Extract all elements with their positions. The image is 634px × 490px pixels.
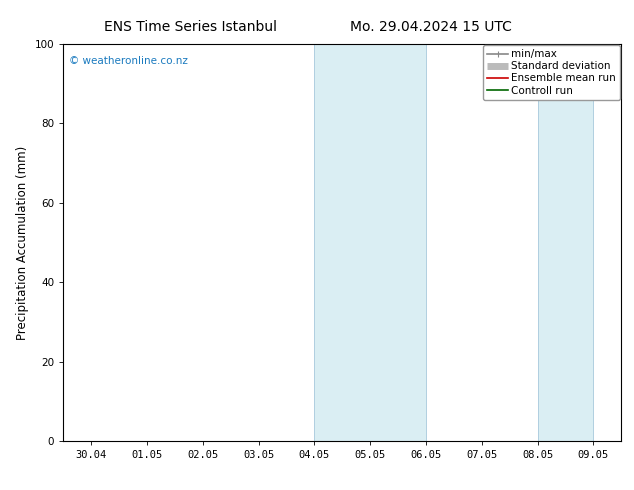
Bar [538,44,593,441]
Legend: min/max, Standard deviation, Ensemble mean run, Controll run: min/max, Standard deviation, Ensemble me… [483,45,620,100]
Text: Mo. 29.04.2024 15 UTC: Mo. 29.04.2024 15 UTC [350,20,512,34]
Text: © weatheronline.co.nz: © weatheronline.co.nz [69,56,188,66]
Text: ENS Time Series Istanbul: ENS Time Series Istanbul [104,20,276,34]
Bar [314,44,426,441]
Y-axis label: Precipitation Accumulation (mm): Precipitation Accumulation (mm) [16,146,29,340]
